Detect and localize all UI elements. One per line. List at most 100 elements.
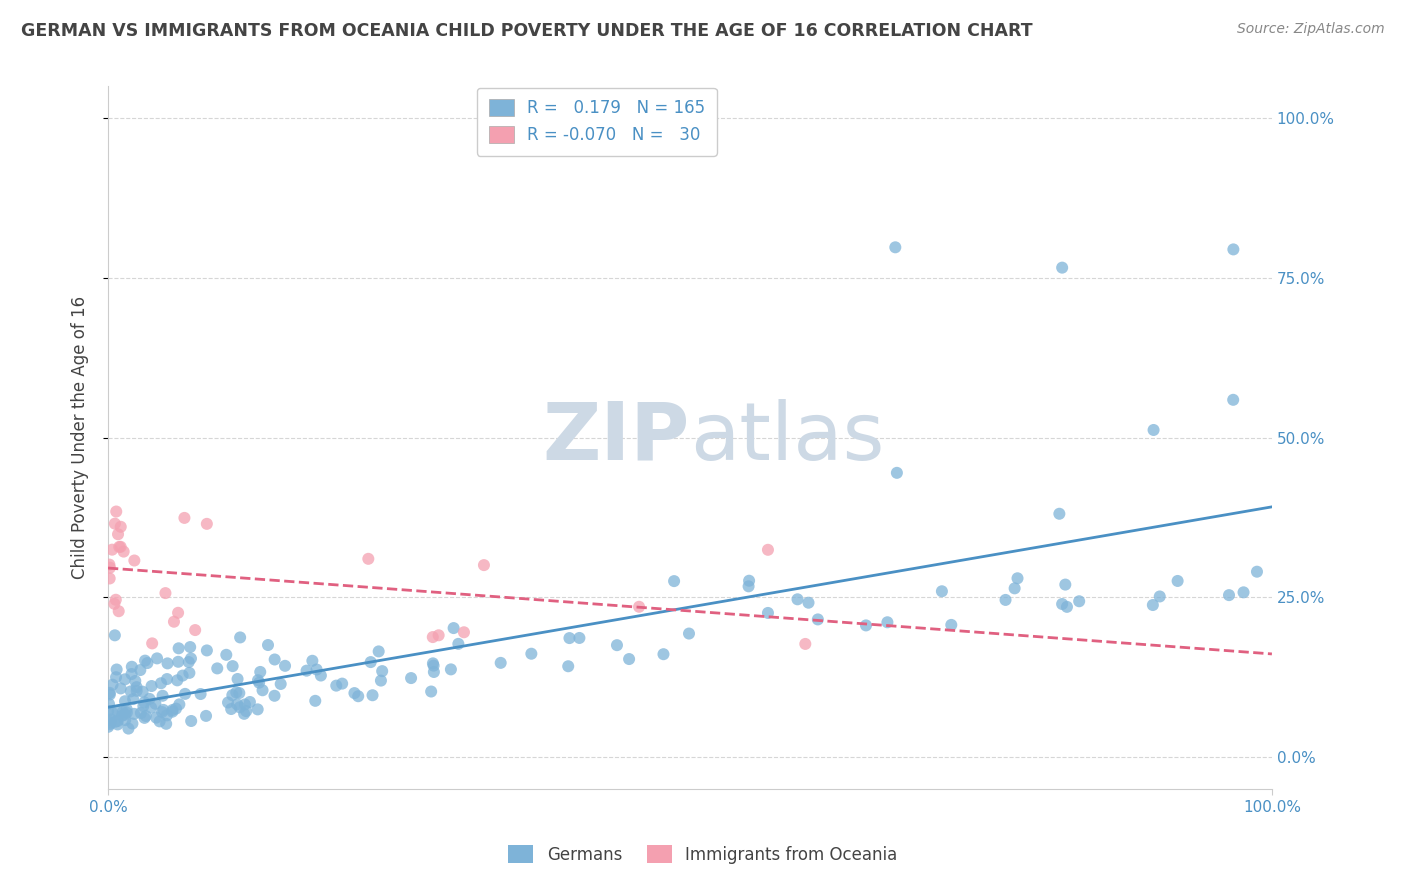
Point	[447, 637, 470, 651]
Point	[361, 688, 384, 702]
Point	[108, 540, 131, 554]
Point	[1232, 585, 1254, 599]
Point	[150, 676, 173, 690]
Point	[122, 692, 145, 706]
Point	[1222, 392, 1244, 407]
Point	[422, 658, 444, 673]
Point	[146, 651, 169, 665]
Point	[115, 702, 138, 716]
Point	[207, 661, 229, 675]
Point	[794, 637, 817, 651]
Point	[145, 711, 167, 725]
Point	[162, 705, 184, 719]
Point	[325, 679, 347, 693]
Point	[1246, 565, 1268, 579]
Point	[195, 709, 218, 723]
Point	[786, 592, 808, 607]
Point	[440, 662, 463, 676]
Point	[994, 593, 1017, 607]
Point	[172, 668, 194, 682]
Point	[443, 621, 465, 635]
Point	[1222, 243, 1244, 257]
Point	[246, 702, 269, 716]
Point	[427, 628, 450, 642]
Legend: Germans, Immigrants from Oceania: Germans, Immigrants from Oceania	[502, 838, 904, 871]
Point	[122, 706, 145, 721]
Point	[114, 707, 136, 722]
Point	[226, 698, 249, 712]
Point	[114, 694, 136, 708]
Point	[247, 675, 270, 690]
Point	[98, 717, 121, 731]
Point	[558, 631, 581, 645]
Point	[156, 708, 179, 723]
Point	[263, 689, 285, 703]
Point	[145, 697, 167, 711]
Point	[97, 704, 120, 718]
Point	[217, 696, 239, 710]
Point	[249, 665, 271, 679]
Point	[520, 647, 543, 661]
Point	[167, 641, 190, 656]
Point	[112, 544, 135, 558]
Point	[568, 631, 591, 645]
Point	[270, 677, 292, 691]
Point	[257, 638, 280, 652]
Point	[343, 686, 366, 700]
Point	[252, 683, 274, 698]
Point	[367, 644, 389, 658]
Point	[101, 706, 124, 720]
Point	[1050, 260, 1073, 275]
Point	[357, 551, 380, 566]
Point	[120, 684, 142, 698]
Point	[662, 574, 685, 588]
Point	[420, 684, 443, 698]
Point	[134, 711, 156, 725]
Point	[104, 628, 127, 642]
Point	[301, 654, 323, 668]
Point	[371, 664, 394, 678]
Point	[756, 542, 779, 557]
Text: GERMAN VS IMMIGRANTS FROM OCEANIA CHILD POVERTY UNDER THE AGE OF 16 CORRELATION : GERMAN VS IMMIGRANTS FROM OCEANIA CHILD …	[21, 22, 1033, 40]
Point	[162, 703, 184, 717]
Point	[134, 695, 156, 709]
Point	[423, 665, 446, 679]
Point	[104, 516, 127, 531]
Point	[169, 698, 191, 712]
Point	[876, 615, 898, 630]
Point	[233, 706, 256, 721]
Point	[221, 659, 243, 673]
Point	[101, 678, 124, 692]
Point	[104, 714, 127, 729]
Point	[652, 647, 675, 661]
Point	[263, 652, 285, 666]
Point	[422, 657, 444, 671]
Point	[931, 584, 953, 599]
Point	[100, 715, 122, 730]
Legend: R =   0.179   N = 165, R = -0.070   N =   30: R = 0.179 N = 165, R = -0.070 N = 30	[477, 87, 717, 156]
Point	[98, 697, 121, 711]
Point	[228, 700, 250, 714]
Point	[107, 604, 129, 618]
Point	[156, 657, 179, 671]
Y-axis label: Child Poverty Under the Age of 16: Child Poverty Under the Age of 16	[72, 296, 89, 579]
Point	[1047, 507, 1070, 521]
Point	[150, 705, 173, 719]
Point	[304, 694, 326, 708]
Point	[101, 542, 124, 557]
Point	[110, 540, 132, 554]
Point	[855, 618, 877, 632]
Point	[453, 625, 475, 640]
Point	[121, 667, 143, 681]
Point	[115, 706, 138, 720]
Point	[756, 606, 779, 620]
Point	[309, 668, 332, 682]
Point	[195, 516, 218, 531]
Point	[184, 623, 207, 637]
Point	[226, 672, 249, 686]
Point	[330, 676, 353, 690]
Point	[124, 553, 146, 567]
Point	[125, 680, 148, 694]
Point	[370, 673, 392, 688]
Point	[98, 686, 121, 700]
